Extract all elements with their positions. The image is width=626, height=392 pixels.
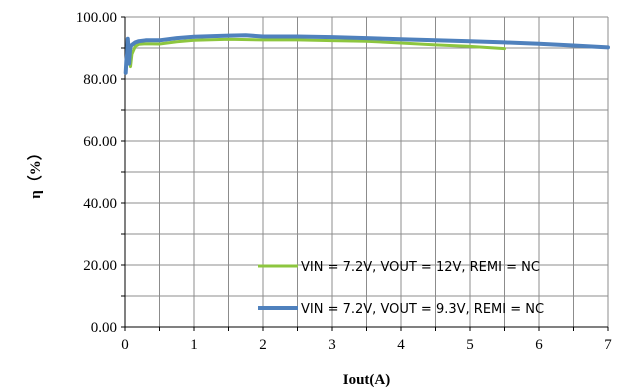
x-tick-label: 1	[190, 337, 198, 353]
series-line-1	[124, 37, 506, 69]
y-tick-label: 40.00	[83, 196, 117, 212]
x-axis-title: Iout(A)	[343, 372, 391, 388]
legend-label-2: VIN = 7.2V, VOUT = 9.3V, REMI = NC	[301, 302, 544, 317]
x-tick-label: 7	[604, 337, 612, 353]
tick-labels: 0.00 20.00 40.00 60.00 80.00 100.00 0 1 2 3 4 5 6 7	[76, 10, 613, 353]
x-tick-label: 6	[535, 337, 543, 353]
y-tick-label: 0.00	[91, 320, 117, 336]
y-tick-label: 60.00	[83, 134, 117, 150]
series-lines	[123, 33, 610, 75]
y-tick-label: 80.00	[83, 72, 117, 88]
legend: VIN = 7.2V, VOUT = 12V, REMI = NC VIN = 7…	[258, 260, 544, 317]
x-tick-label: 2	[259, 337, 267, 353]
x-tick-label: 0	[121, 337, 129, 353]
x-tick-label: 3	[328, 337, 336, 353]
grid	[125, 16, 609, 327]
y-tick-label: 20.00	[83, 258, 117, 274]
legend-label-1: VIN = 7.2V, VOUT = 12V, REMI = NC	[301, 260, 540, 275]
x-tick-label: 4	[397, 337, 405, 353]
y-axis-title: η（%）	[26, 145, 44, 199]
y-tick-label: 100.00	[76, 10, 117, 26]
x-tick-label: 5	[466, 337, 474, 353]
series-line-2	[123, 33, 610, 75]
